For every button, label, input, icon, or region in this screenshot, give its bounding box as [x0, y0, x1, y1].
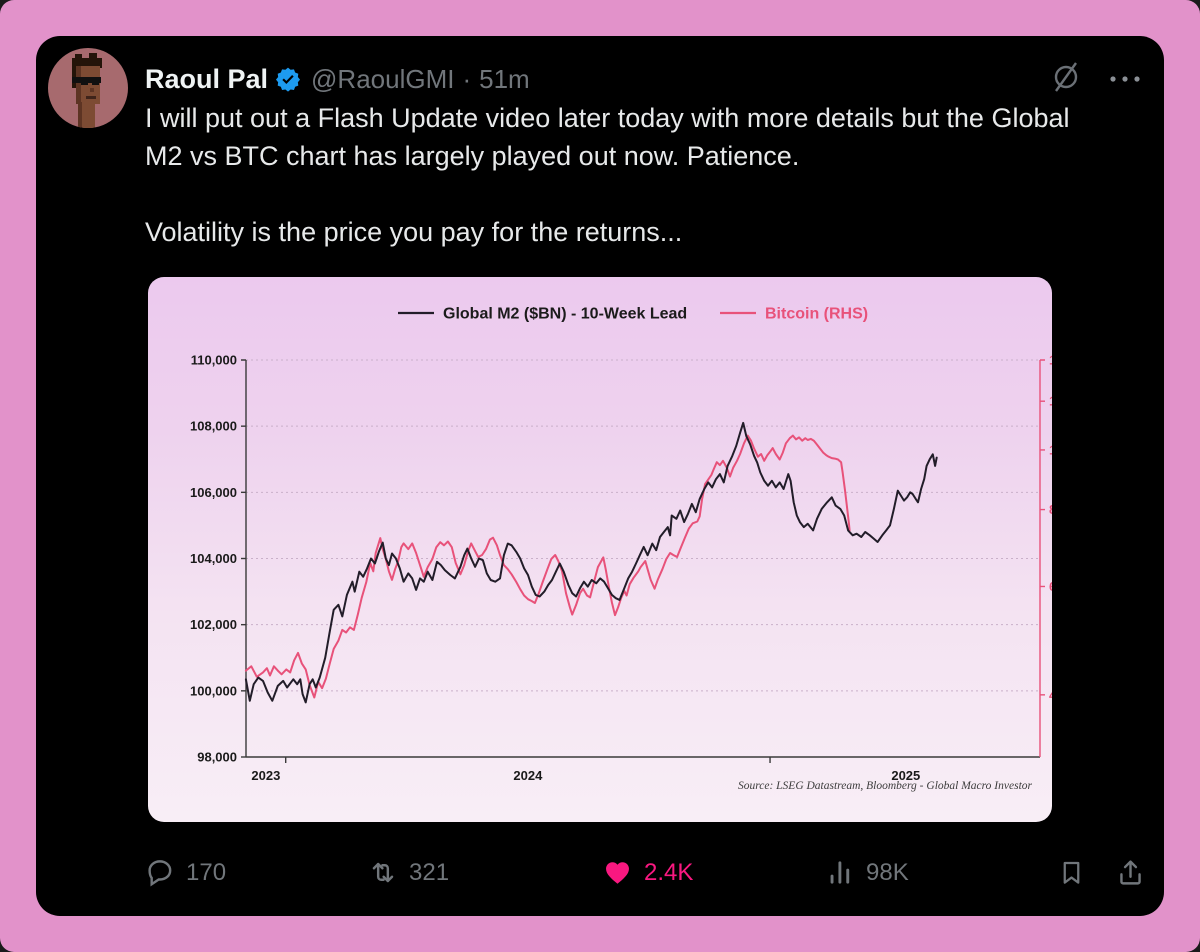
views-count: 98K — [866, 858, 909, 886]
tweet-paragraph-2: Volatility is the price you pay for the … — [145, 217, 683, 247]
chart-image[interactable]: 110,000 108,000 106,000 104,000 102,000 100,0… — [148, 277, 1052, 822]
heart-icon — [606, 862, 629, 884]
svg-text:80,000: 80,000 — [1049, 502, 1052, 517]
like-button[interactable]: 2.4K — [602, 858, 693, 887]
bookmark-button[interactable] — [1058, 858, 1085, 887]
reply-button[interactable]: 170 — [146, 858, 226, 887]
cryptopunk-icon — [72, 53, 102, 128]
tweet-text: I will put out a Flash Update video late… — [145, 99, 1105, 251]
avatar[interactable] — [48, 48, 128, 128]
share-button[interactable] — [1116, 858, 1145, 887]
tweet-header: Raoul Pal @RaoulGMI · 51m — [145, 62, 530, 96]
tweet-card: Raoul Pal @RaoulGMI · 51m — [36, 36, 1164, 916]
timestamp[interactable]: 51m — [479, 63, 530, 94]
svg-text:60,000: 60,000 — [1049, 579, 1052, 594]
svg-text:2024: 2024 — [513, 768, 543, 783]
repost-count: 321 — [409, 858, 450, 886]
tweet-paragraph-1: I will put out a Flash Update video late… — [145, 103, 1070, 171]
svg-text:100,000: 100,000 — [190, 683, 237, 698]
svg-text:110,000: 110,000 — [191, 353, 237, 368]
like-count: 2.4K — [644, 858, 694, 886]
svg-text:104,000: 104,000 — [190, 551, 237, 566]
svg-text:100,000: 100,000 — [1049, 442, 1052, 457]
svg-text:108,000: 108,000 — [190, 419, 237, 434]
share-icon — [1120, 860, 1141, 885]
views-icon — [830, 861, 850, 884]
verified-badge-icon — [275, 66, 301, 92]
svg-text:120,000: 120,000 — [1049, 394, 1052, 409]
repost-icon — [372, 862, 394, 883]
svg-text:Global M2 ($BN) - 10-Week Lead: Global M2 ($BN) - 10-Week Lead — [443, 306, 687, 323]
separator-dot: · — [462, 63, 472, 94]
svg-text:140,000: 140,000 — [1049, 353, 1052, 368]
svg-text:40,000: 40,000 — [1049, 687, 1052, 702]
chart-svg: 110,000 108,000 106,000 104,000 102,000 100,0… — [190, 306, 1052, 793]
more-button[interactable] — [1108, 71, 1142, 89]
views-button[interactable]: 98K — [826, 858, 909, 887]
svg-text:98,000: 98,000 — [197, 750, 237, 765]
svg-text:Bitcoin (RHS): Bitcoin (RHS) — [765, 306, 868, 323]
repost-button[interactable]: 321 — [368, 858, 449, 887]
svg-text:102,000: 102,000 — [190, 617, 237, 632]
reply-icon — [148, 860, 172, 887]
svg-text:2025: 2025 — [891, 768, 920, 783]
svg-text:106,000: 106,000 — [190, 485, 237, 500]
svg-text:Source: LSEG Datastream, Bloom: Source: LSEG Datastream, Bloomberg - Glo… — [738, 780, 1033, 792]
display-name[interactable]: Raoul Pal — [145, 63, 269, 94]
bookmark-icon — [1063, 861, 1080, 884]
reply-count: 170 — [186, 858, 227, 886]
svg-text:2023: 2023 — [251, 768, 280, 783]
user-handle[interactable]: @RaoulGMI — [311, 63, 455, 94]
grok-button[interactable] — [1050, 60, 1082, 99]
action-bar: 170 321 2.4K — [36, 858, 1164, 916]
